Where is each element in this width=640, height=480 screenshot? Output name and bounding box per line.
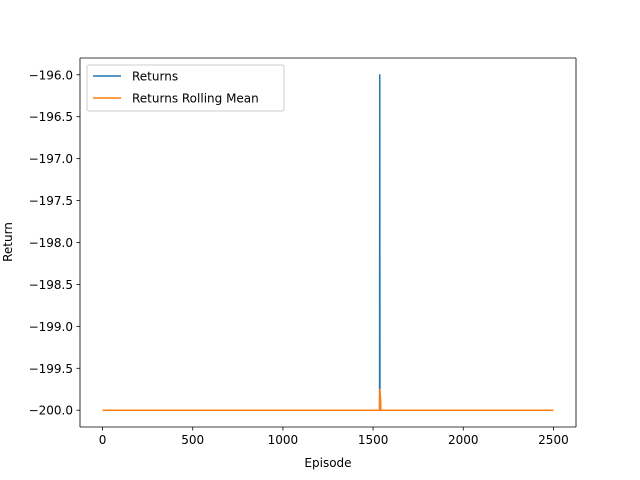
x-tick-label: 2500: [538, 433, 569, 447]
x-tick-label: 2000: [448, 433, 479, 447]
series-line-2: [102, 388, 554, 411]
y-tick-label: −197.0: [29, 152, 73, 166]
y-tick-label: −197.5: [29, 194, 73, 208]
legend: Returns Returns Rolling Mean: [86, 64, 285, 112]
y-tick-label: −199.0: [29, 320, 73, 334]
legend-label-1: Returns: [132, 70, 178, 84]
x-axis-label: Episode: [304, 456, 351, 470]
y-tick-label: −200.0: [29, 404, 73, 418]
x-tick-label: 1000: [268, 433, 299, 447]
y-tick-label: −198.0: [29, 236, 73, 250]
y-tick-label: −198.5: [29, 278, 73, 292]
y-axis-label: Return: [1, 222, 15, 262]
x-tick-label: 0: [99, 433, 107, 447]
y-tick-label: −196.0: [29, 68, 73, 82]
x-tick-label: 500: [181, 433, 204, 447]
series-layer: [102, 74, 554, 411]
y-axis-ticks: −200.0 −199.5 −199.0 −198.5 −198.0 −197.5 −197…: [29, 68, 80, 418]
legend-label-2: Returns Rolling Mean: [132, 92, 259, 106]
y-tick-label: −196.5: [29, 110, 73, 124]
legend-entries: Returns Returns Rolling Mean: [93, 70, 259, 106]
x-axis-ticks: 0 500 1000 1500 2000 2500: [99, 427, 569, 447]
plot-area: [80, 58, 576, 427]
y-tick-label: −199.5: [29, 362, 73, 376]
x-tick-label: 1500: [358, 433, 389, 447]
legend-box: [86, 64, 285, 112]
